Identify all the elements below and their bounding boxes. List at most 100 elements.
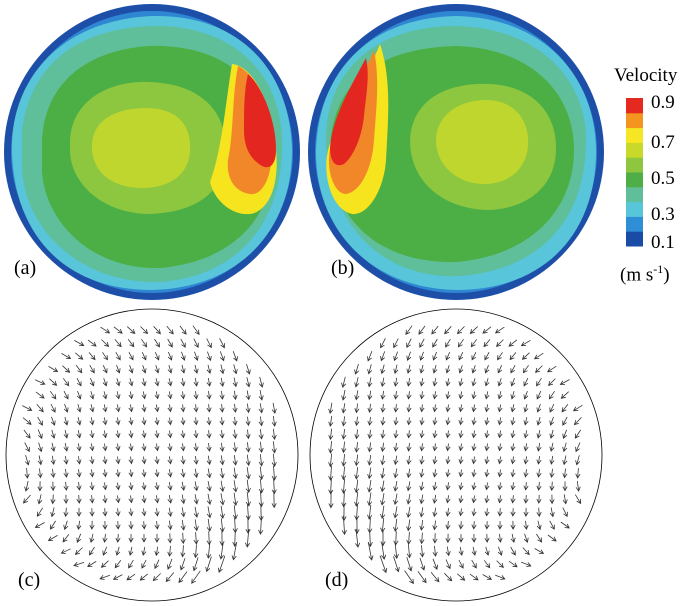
velocity-vector-arrow [76,520,82,531]
velocity-vector-arrow [380,518,386,533]
velocity-vector-arrow [393,417,399,426]
velocity-vector-arrow [523,430,529,439]
velocity-vector-arrow [141,546,147,556]
velocity-vector-arrow [180,378,186,387]
velocity-vector-arrow [102,456,108,465]
velocity-vector-arrow [496,339,504,347]
velocity-vector-arrow [562,442,568,453]
velocity-vector-arrow [128,391,134,400]
vector-plot-c-boundary [5,308,299,602]
velocity-vector-arrow [62,378,70,387]
velocity-vector-arrow [573,417,582,426]
velocity-vector-arrow [560,521,570,529]
velocity-vector-arrow [510,508,516,517]
velocity-vector-arrow [406,531,412,545]
velocity-vector-arrow [484,352,490,361]
velocity-vector-arrow [48,366,59,373]
velocity-vector-arrow [167,533,173,544]
velocity-vector-arrow [432,469,438,478]
velocity-vector-arrow [126,573,136,581]
velocity-vector-arrow [22,417,32,425]
velocity-vector-arrow [510,469,516,478]
velocity-vector-arrow [341,441,347,454]
velocity-vector-arrow [354,491,360,507]
velocity-vector-arrow [380,417,386,426]
velocity-vector-arrow [206,543,212,559]
velocity-vector-arrow [419,545,425,558]
velocity-vector-arrow [523,443,529,452]
velocity-vector-arrow [192,325,200,335]
velocity-vector-arrow [575,442,581,453]
velocity-vector-arrow [445,456,451,465]
velocity-vector-arrow [419,507,425,518]
velocity-vector-arrow [141,338,148,348]
velocity-vector-arrow [73,562,85,567]
velocity-vector-arrow [536,481,542,491]
velocity-vector-arrow [50,494,56,505]
velocity-vector-arrow [102,533,108,543]
velocity-vector-arrow [102,378,108,387]
legend-unit-base: (m s [620,264,654,286]
panel-label-c: (c) [18,569,41,591]
velocity-vector-arrow [128,469,134,478]
velocity-vector-arrow [49,520,56,530]
velocity-vector-arrow [510,495,516,504]
velocity-vector-arrow [497,482,503,491]
velocity-vector-arrow [166,325,174,335]
velocity-vector-arrow [484,495,490,504]
velocity-vector-arrow [128,443,134,452]
velocity-vector-arrow [354,416,360,427]
velocity-vector-arrow [154,391,160,400]
velocity-vector-arrow [484,469,490,478]
velocity-vector-arrow [508,339,518,347]
velocity-vector-arrow [548,390,555,400]
velocity-vector-arrow [219,480,225,493]
velocity-vector-arrow [101,339,110,347]
velocity-vector-arrow [232,455,238,466]
velocity-vector-arrow [341,429,347,440]
velocity-vector-arrow [393,404,399,413]
velocity-vector-arrow [89,404,95,413]
velocity-vector-arrow [484,508,490,517]
velocity-vector-arrow [430,572,440,583]
velocity-vector-arrow [128,533,134,543]
velocity-vector-arrow [510,365,516,374]
velocity-vector-arrow [50,455,56,466]
velocity-vector-arrow [404,570,414,585]
velocity-vector-arrow [258,466,264,481]
velocity-vector-arrow [180,507,186,518]
velocity-vector-arrow [89,508,95,517]
velocity-vector-arrow [180,430,186,439]
velocity-vector-arrow [419,456,425,465]
velocity-vector-arrow [193,455,199,465]
velocity-vector-arrow [456,326,465,335]
velocity-vector-arrow [231,542,237,561]
velocity-vector-arrow [536,443,542,452]
velocity-vector-arrow [245,416,251,427]
velocity-vector-arrow [484,391,490,400]
vector-plot-d-boundary [309,308,603,602]
velocity-vector-arrow [484,417,490,426]
velocity-vector-arrow [536,403,542,413]
velocity-vector-arrow [152,573,161,582]
velocity-vector-arrow [536,377,542,387]
velocity-vector-arrow [458,534,464,543]
velocity-vector-arrow [258,376,264,388]
velocity-vector-arrow [484,430,490,439]
velocity-vector-arrow [469,326,478,334]
velocity-vector-arrow [432,507,438,518]
velocity-vector-arrow [74,340,85,346]
velocity-vector-arrow [258,390,264,401]
velocity-vector-arrow [232,442,238,453]
velocity-vector-arrow [445,378,451,387]
velocity-vector-arrow [497,456,503,465]
velocity-vector-arrow [61,353,72,360]
velocity-vector-arrow [154,378,160,387]
velocity-vector-arrow [206,430,212,439]
colorbar-swatch [626,142,643,158]
velocity-vector-arrow [549,520,555,530]
velocity-vector-arrow [354,442,360,453]
velocity-vector-arrow [406,391,412,400]
velocity-vector-arrow [445,430,451,439]
